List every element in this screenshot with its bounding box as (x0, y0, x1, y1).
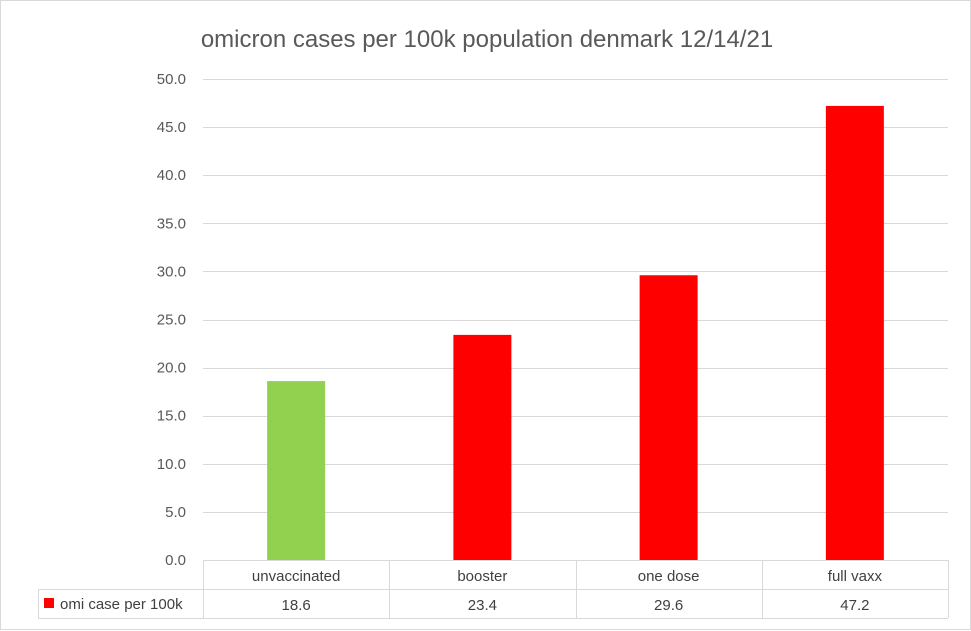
x-tick-label: booster (457, 568, 507, 585)
data-table: unvaccinated booster one dose full vaxx omi … (38, 560, 949, 619)
x-tick-label: one dose (638, 568, 700, 585)
y-axis-tick-labels: 0.0 5.0 10.0 15.0 20.0 25.0 30.0 35.0 40.0 45.0 50… (157, 71, 186, 569)
data-table-value: 47.2 (840, 597, 869, 614)
y-tick-label: 30.0 (157, 263, 186, 280)
bar-booster (453, 334, 512, 560)
legend-key (44, 598, 54, 608)
bar-unvaccinated (267, 381, 326, 560)
data-table-value: 23.4 (468, 597, 497, 614)
bar-full-vaxx (825, 105, 884, 560)
y-tick-label: 10.0 (157, 456, 186, 473)
y-tick-label: 25.0 (157, 312, 186, 329)
data-table-value: 18.6 (282, 597, 311, 614)
chart-title: omicron cases per 100k population denmar… (201, 26, 773, 53)
y-tick-label: 50.0 (157, 71, 186, 88)
y-tick-label: 15.0 (157, 408, 186, 425)
gridlines (203, 79, 948, 561)
y-tick-label: 5.0 (165, 504, 186, 521)
bar-one-dose (639, 275, 698, 560)
x-tick-label: unvaccinated (252, 568, 340, 585)
y-tick-label: 40.0 (157, 167, 186, 184)
y-tick-label: 0.0 (165, 552, 186, 569)
data-table-value: 29.6 (654, 597, 683, 614)
y-tick-label: 45.0 (157, 119, 186, 136)
y-tick-label: 20.0 (157, 360, 186, 377)
y-tick-label: 35.0 (157, 215, 186, 232)
bars (267, 105, 884, 560)
x-tick-label: full vaxx (828, 568, 883, 585)
legend-label: omi case per 100k (60, 596, 183, 613)
